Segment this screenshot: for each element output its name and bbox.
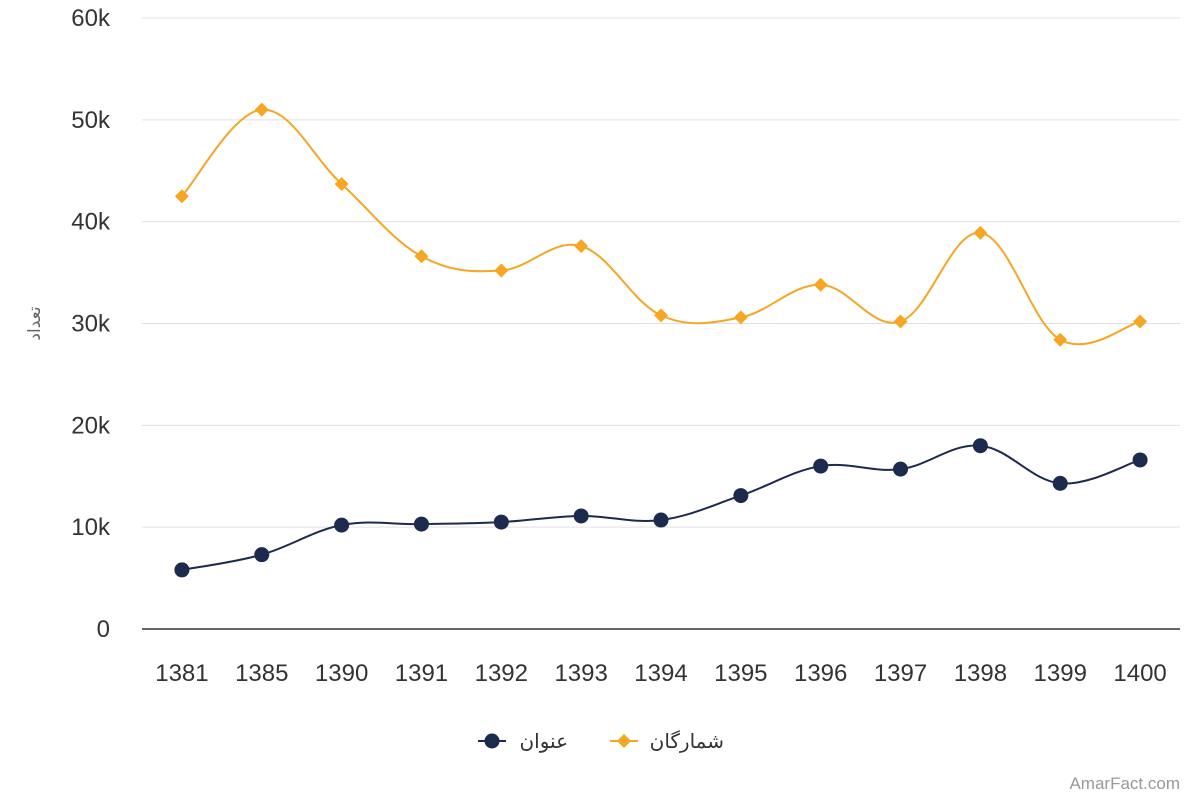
data-point	[174, 189, 189, 204]
legend-marker	[617, 734, 631, 748]
y-tick-label: 50k	[71, 107, 111, 134]
y-tick-label: 30k	[71, 311, 111, 338]
legend-item[interactable]: عنوان	[478, 729, 568, 753]
data-point	[1132, 452, 1148, 468]
data-point	[893, 461, 909, 477]
data-point	[493, 514, 509, 530]
x-axis-ticks: 1381 1385 1390 1391 1392 1393 1394 1395 1396 1397…	[155, 660, 1167, 687]
y-tick-label: 0	[97, 616, 110, 643]
y-tick-label: 10k	[71, 514, 111, 541]
x-tick-label: 1395	[714, 660, 767, 687]
data-point	[1053, 332, 1068, 347]
gridlines	[142, 17, 1180, 630]
data-point	[334, 517, 350, 533]
x-tick-label: 1385	[235, 660, 288, 687]
x-tick-label: 1391	[395, 660, 448, 687]
x-tick-label: 1393	[554, 660, 607, 687]
y-axis-ticks: 0 10k 20k 30k 40k 50k 60k	[71, 5, 111, 643]
data-point	[574, 239, 589, 254]
x-tick-label: 1400	[1113, 660, 1166, 687]
legend-label: عنوان	[519, 729, 568, 753]
data-point	[1133, 314, 1148, 329]
data-point	[1052, 475, 1068, 491]
data-point	[414, 249, 429, 264]
data-point	[893, 314, 908, 329]
data-point	[654, 308, 668, 323]
data-point	[653, 512, 669, 528]
y-tick-label: 60k	[71, 5, 111, 32]
legend: عنوان شمارگان	[478, 729, 724, 753]
data-point	[813, 458, 829, 474]
credit-text[interactable]: AmarFact.com	[1069, 774, 1180, 793]
data-point	[733, 310, 748, 325]
data-point	[254, 547, 270, 563]
x-tick-label: 1399	[1034, 660, 1087, 687]
data-point	[733, 488, 749, 504]
data-point	[973, 225, 988, 240]
x-tick-label: 1397	[874, 660, 927, 687]
x-tick-label: 1381	[155, 660, 208, 687]
x-tick-label: 1392	[475, 660, 528, 687]
legend-item[interactable]: شمارگان	[610, 729, 724, 753]
x-tick-label: 1390	[315, 660, 368, 687]
y-tick-label: 20k	[71, 412, 111, 439]
legend-marker	[484, 733, 500, 749]
series-titles	[174, 438, 1148, 578]
y-tick-label: 40k	[71, 209, 111, 236]
data-point	[494, 263, 509, 278]
data-point	[972, 438, 988, 454]
x-tick-label: 1394	[634, 660, 687, 687]
x-tick-label: 1396	[794, 660, 847, 687]
data-point	[813, 277, 828, 292]
data-point	[334, 176, 349, 191]
series-group	[174, 102, 1148, 578]
series-line	[181, 444, 1141, 571]
y-axis-label: تعداد	[25, 306, 45, 340]
x-tick-label: 1398	[954, 660, 1007, 687]
data-point	[174, 562, 190, 578]
series-copies	[174, 102, 1148, 347]
legend-label: شمارگان	[650, 729, 724, 753]
data-point	[573, 508, 589, 524]
data-point	[254, 102, 269, 117]
data-point	[413, 516, 429, 532]
